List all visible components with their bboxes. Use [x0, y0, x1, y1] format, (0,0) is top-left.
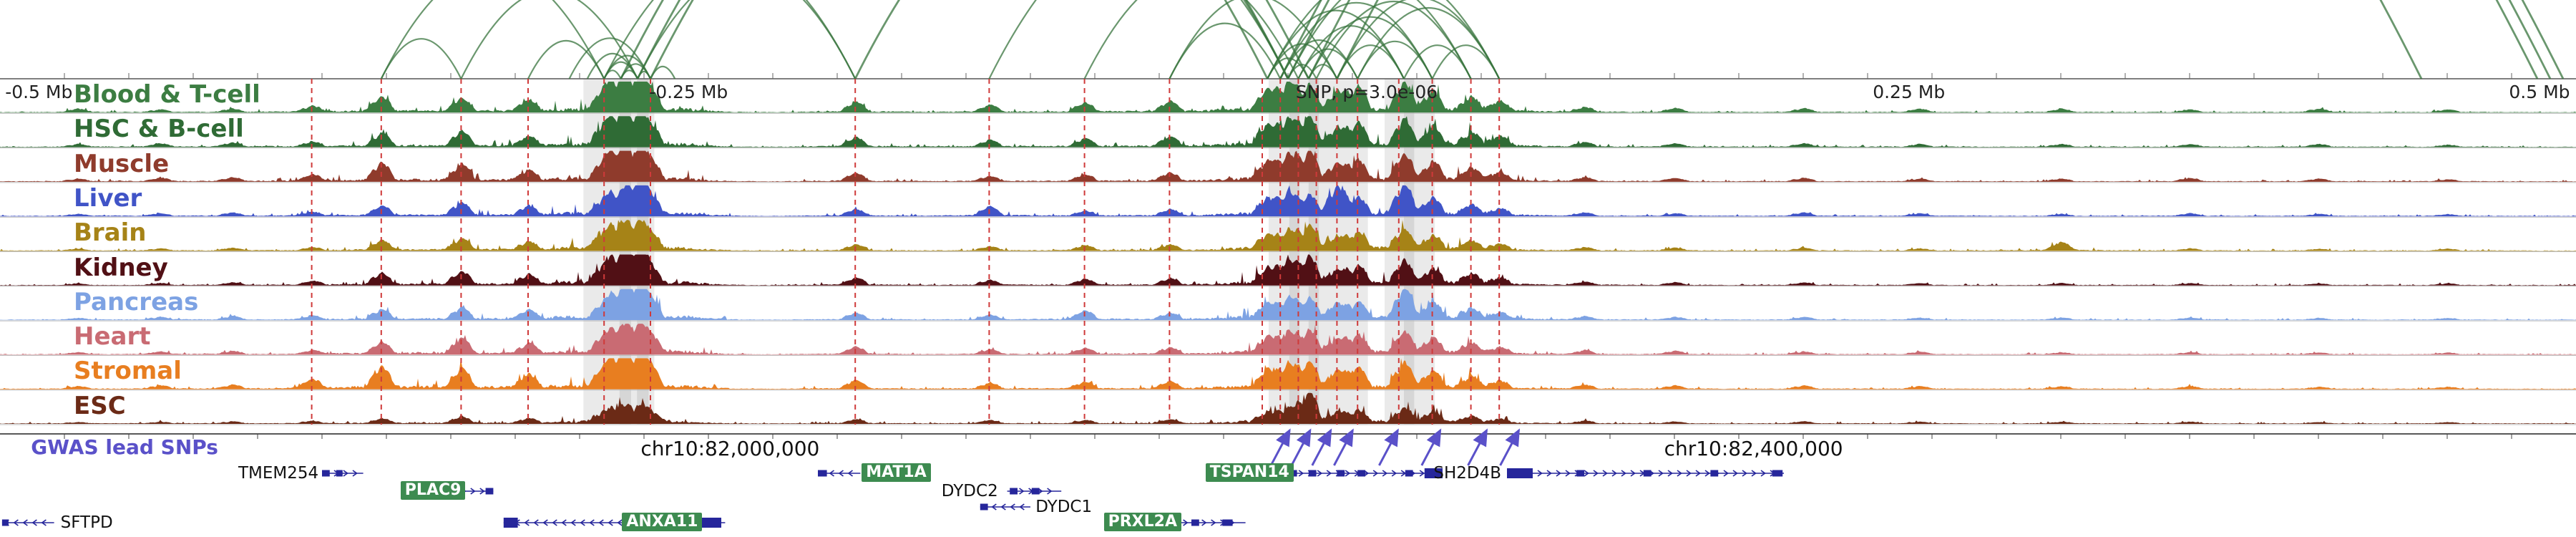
track-signal-blood-t-cell[interactable]: [0, 82, 2576, 113]
gene-label-anxa11[interactable]: ANXA11: [622, 513, 703, 531]
track-label-brain[interactable]: Brain: [74, 218, 147, 248]
track-separators: [0, 112, 2576, 425]
snp-guide-lines: [311, 79, 1501, 425]
track-label-muscle[interactable]: Muscle: [74, 149, 170, 178]
ruler-label-left: -0.5 Mb: [5, 82, 73, 102]
gene-label-dydc1[interactable]: DYDC1: [1035, 498, 1093, 516]
track-label-blood-t-cell[interactable]: Blood & T-cell: [74, 80, 260, 109]
gene-label-prxl2a[interactable]: PRXL2A: [1103, 513, 1181, 531]
coordinate-label-left: chr10:82,000,000: [640, 437, 820, 460]
gene-label-sftpd[interactable]: SFTPD: [60, 513, 113, 532]
signal-tracks: [0, 82, 2576, 424]
track-signal-kidney[interactable]: [0, 254, 2576, 286]
ruler-label-right: 0.5 Mb: [2509, 82, 2570, 102]
track-signal-brain[interactable]: [0, 220, 2576, 251]
track-label-stromal[interactable]: Stromal: [74, 357, 182, 386]
ruler-label-quarter-right: 0.25 Mb: [1873, 82, 1946, 102]
gene-label-tmem254[interactable]: TMEM254: [238, 464, 319, 483]
gene-label-tspan14[interactable]: TSPAN14: [1205, 463, 1294, 482]
track-signal-muscle[interactable]: [0, 150, 2576, 182]
gene-label-sh2d4b[interactable]: SH2D4B: [1433, 464, 1502, 483]
track-signal-stromal[interactable]: [0, 358, 2576, 390]
track-label-esc[interactable]: ESC: [74, 391, 126, 420]
gene-bodies: [1, 468, 1784, 528]
track-label-kidney[interactable]: Kidney: [74, 253, 168, 282]
gene-label-plac9[interactable]: PLAC9: [400, 481, 466, 500]
track-label-liver[interactable]: Liver: [74, 183, 142, 213]
gwas-lead-snps-label: GWAS lead SNPs: [31, 435, 218, 459]
track-signal-esc[interactable]: [0, 392, 2576, 424]
snp-pvalue-label: SNP, p=3.0e-06: [1295, 82, 1438, 102]
track-label-pancreas[interactable]: Pancreas: [74, 287, 199, 316]
gwas-snp-arrows: [1269, 428, 1521, 466]
ruler-label-quarter-left: -0.25 Mb: [649, 82, 728, 102]
gene-label-dydc2[interactable]: DYDC2: [941, 482, 998, 500]
track-signal-heart[interactable]: [0, 324, 2576, 355]
coordinate-label-right: chr10:82,400,000: [1664, 437, 1843, 460]
track-signal-liver[interactable]: [0, 185, 2576, 217]
track-signal-hsc-b-cell[interactable]: [0, 116, 2576, 147]
track-label-heart[interactable]: Heart: [74, 322, 151, 352]
track-label-hsc-b-cell[interactable]: HSC & B-cell: [74, 115, 244, 144]
gene-label-mat1a[interactable]: MAT1A: [862, 463, 931, 482]
track-signal-pancreas[interactable]: [0, 289, 2576, 321]
interaction-arcs[interactable]: [380, 0, 2565, 79]
